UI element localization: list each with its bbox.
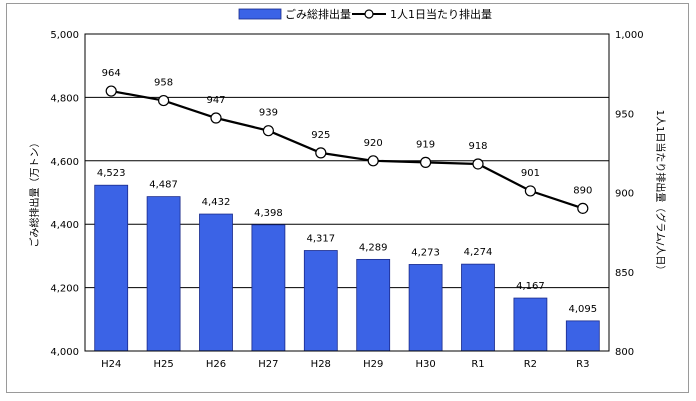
bar-value-label: 4,289 xyxy=(359,242,388,253)
bar xyxy=(94,184,129,352)
bar xyxy=(199,213,233,352)
bar-value-label: 4,487 xyxy=(149,180,178,191)
line-series xyxy=(105,85,589,214)
x-tick-label: H29 xyxy=(363,359,383,370)
x-tick-label: R3 xyxy=(576,359,589,370)
legend-bar-label: ごみ総排出量 xyxy=(285,7,351,21)
line-value-labels: 964 958 947 939 925 920 919 918 901 890 xyxy=(102,68,593,196)
bar xyxy=(513,297,548,352)
line-point xyxy=(367,155,379,167)
series-line xyxy=(111,89,584,210)
line-value-label: 901 xyxy=(521,168,540,179)
x-tick-label: H25 xyxy=(153,359,173,370)
plot-border xyxy=(84,33,610,352)
line-point xyxy=(420,156,432,168)
y-tick-label: 4,200 xyxy=(50,284,79,295)
y-tick-label: 4,800 xyxy=(50,93,79,104)
line-value-label: 920 xyxy=(364,138,383,149)
line-value-label: 947 xyxy=(206,95,225,106)
line-point xyxy=(315,147,327,159)
line-value-label: 890 xyxy=(573,185,592,196)
x-tick-label: H30 xyxy=(415,359,435,370)
y2-axis-title: 1人1日当たり排出量（グラム/人日） xyxy=(654,110,667,276)
line-point xyxy=(472,158,484,170)
legend-line-label: 1人1日当たり排出量 xyxy=(390,7,492,21)
x-tick-label: H28 xyxy=(311,359,331,370)
bar-value-label: 4,167 xyxy=(516,281,545,292)
bar xyxy=(303,250,338,352)
bar xyxy=(251,224,286,352)
bar xyxy=(408,264,443,352)
line-point xyxy=(158,94,170,107)
y-tick-label: 4,000 xyxy=(50,347,79,358)
line-value-label: 918 xyxy=(468,141,487,152)
legend-line-marker xyxy=(364,9,374,19)
bar xyxy=(146,196,181,352)
bar-series xyxy=(94,184,600,352)
y-tick-label: 4,400 xyxy=(50,220,79,231)
bar xyxy=(565,320,600,352)
bar xyxy=(461,263,495,352)
line-point xyxy=(105,85,117,97)
y2-tick-label: 800 xyxy=(615,347,634,358)
line-value-label: 939 xyxy=(259,108,278,119)
line-value-label: 925 xyxy=(311,130,330,141)
bar xyxy=(356,258,391,352)
bar-value-label: 4,523 xyxy=(97,168,126,179)
tick-labels: 4,000 4,200 4,400 4,600 4,800 5,000 800 850 900 9… xyxy=(50,30,643,370)
y-tick-label: 4,600 xyxy=(50,157,79,168)
line-point xyxy=(262,125,274,137)
bar-value-label: 4,317 xyxy=(306,234,335,245)
y-axis-title: ごみ総排出量（万トン） xyxy=(28,138,41,248)
y2-tick-label: 1,000 xyxy=(615,30,644,41)
line-value-label: 964 xyxy=(102,68,121,79)
x-tick-label: H27 xyxy=(258,359,278,370)
chart-frame xyxy=(6,3,689,393)
line-point xyxy=(210,112,222,124)
y2-tick-label: 900 xyxy=(615,189,634,200)
bar-value-label: 4,398 xyxy=(254,208,283,219)
line-point xyxy=(577,202,589,214)
x-tick-label: H24 xyxy=(101,359,121,370)
y2-tick-label: 850 xyxy=(615,268,634,279)
line-value-label: 958 xyxy=(154,78,173,89)
bar-value-labels: 4,523 4,487 4,432 4,398 4,317 4,289 4,273 4,274… xyxy=(97,168,597,315)
axes xyxy=(84,33,610,352)
line-value-label: 919 xyxy=(416,139,435,150)
x-tick-label: R1 xyxy=(471,359,484,370)
bar-value-label: 4,432 xyxy=(202,197,231,208)
bar-value-label: 4,273 xyxy=(411,247,440,258)
x-tick-label: R2 xyxy=(524,359,537,370)
legend: ごみ総排出量 1人1日当たり排出量 xyxy=(238,7,492,21)
legend-bar-swatch xyxy=(238,8,282,20)
y-tick-label: 5,000 xyxy=(50,30,79,41)
x-tick-label: H26 xyxy=(206,359,226,370)
y2-tick-label: 950 xyxy=(615,109,634,120)
line-point xyxy=(524,185,537,197)
bar-value-label: 4,095 xyxy=(568,304,597,315)
bar-value-label: 4,274 xyxy=(464,247,493,258)
